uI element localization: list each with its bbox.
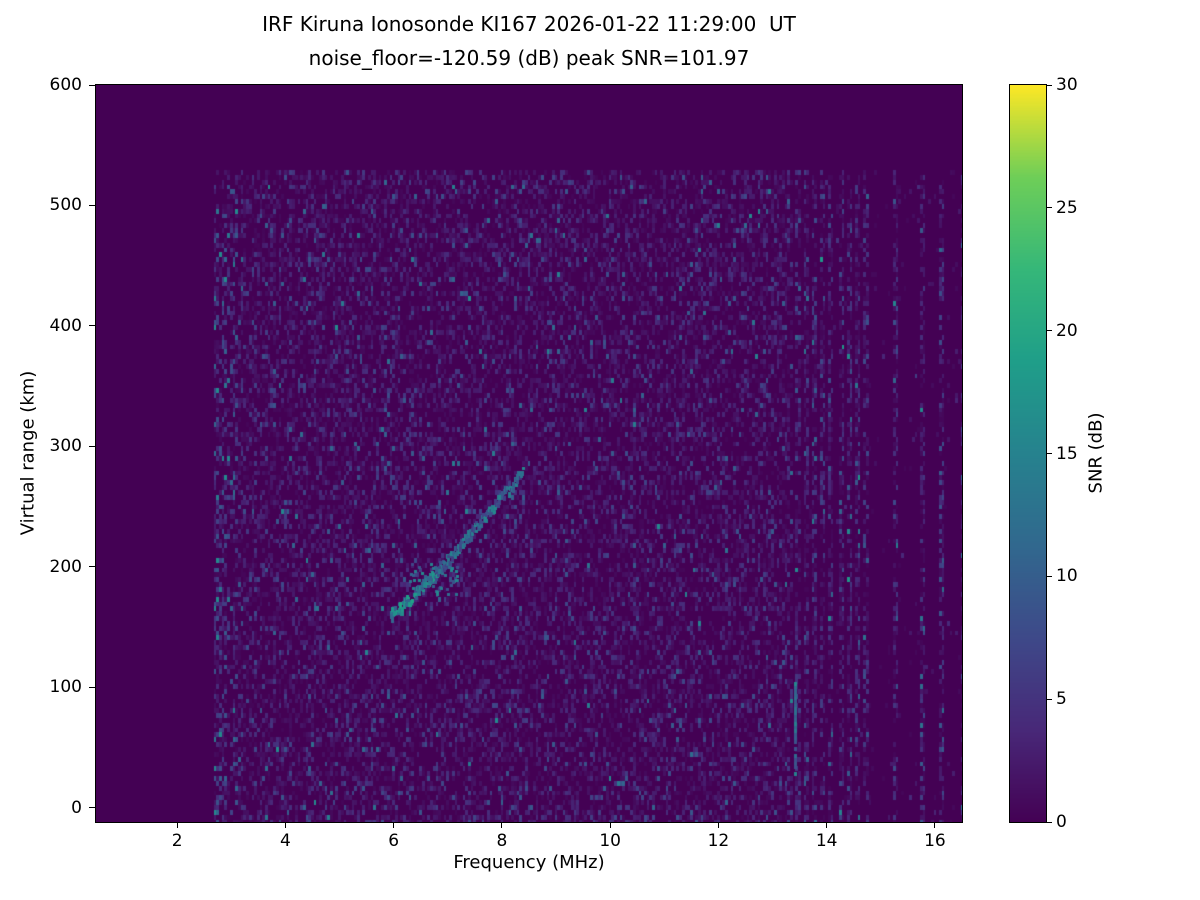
colorbar-tick-mark (1046, 698, 1052, 700)
y-tick-mark (89, 84, 95, 86)
x-tick-mark (609, 822, 611, 828)
y-tick-mark (89, 204, 95, 206)
ionogram-heatmap-canvas (96, 85, 962, 822)
x-tick-mark (934, 822, 936, 828)
colorbar-canvas (1010, 85, 1046, 822)
x-tick-mark (284, 822, 286, 828)
colorbar-tick-mark (1046, 84, 1052, 86)
x-tick-mark (176, 822, 178, 828)
colorbar-tick-mark (1046, 330, 1052, 332)
y-tick-label: 0 (71, 797, 82, 818)
colorbar-tick-label: 0 (1056, 812, 1067, 832)
colorbar-tick-mark (1046, 207, 1052, 209)
y-tick-mark (89, 325, 95, 327)
y-tick-mark (89, 686, 95, 688)
x-tick-label: 8 (496, 831, 508, 851)
x-axis-label: Frequency (MHz) (453, 852, 605, 873)
x-tick-mark (826, 822, 828, 828)
y-tick-mark (89, 445, 95, 447)
chart-subtitle: noise_floor=-120.59 (dB) peak SNR=101.97 (308, 46, 750, 70)
y-tick-label: 400 (49, 315, 82, 336)
x-tick-label: 16 (924, 831, 946, 851)
x-tick-mark (501, 822, 503, 828)
y-axis-label: Virtual range (km) (17, 370, 39, 536)
y-tick-label: 200 (49, 556, 82, 577)
y-tick-label: 600 (49, 75, 82, 95)
x-tick-label: 4 (280, 831, 291, 851)
colorbar-tick-label: 15 (1056, 443, 1078, 464)
colorbar-tick-label: 20 (1056, 320, 1078, 341)
colorbar-tick-mark (1046, 575, 1052, 577)
colorbar-tick-mark (1046, 453, 1052, 454)
y-tick-mark (89, 566, 95, 568)
x-tick-mark (393, 822, 395, 828)
y-tick-mark (89, 807, 95, 809)
y-tick-label: 500 (49, 195, 82, 216)
colorbar-tick-label: 25 (1056, 197, 1078, 218)
x-tick-label: 6 (388, 831, 400, 851)
x-tick-label: 14 (815, 831, 838, 851)
y-tick-label: 100 (49, 677, 82, 698)
colorbar-tick-mark (1046, 821, 1052, 823)
x-tick-mark (717, 822, 719, 828)
chart-title: IRF Kiruna Ionosonde KI167 2026-01-22 11… (262, 12, 796, 36)
colorbar-tick-label: 5 (1056, 689, 1067, 710)
y-tick-label: 300 (49, 436, 82, 457)
x-tick-label: 2 (171, 831, 183, 851)
x-tick-label: 10 (599, 831, 621, 851)
x-tick-label: 12 (707, 831, 730, 851)
colorbar-tick-label: 10 (1056, 566, 1078, 587)
colorbar-tick-label: 30 (1056, 75, 1078, 95)
